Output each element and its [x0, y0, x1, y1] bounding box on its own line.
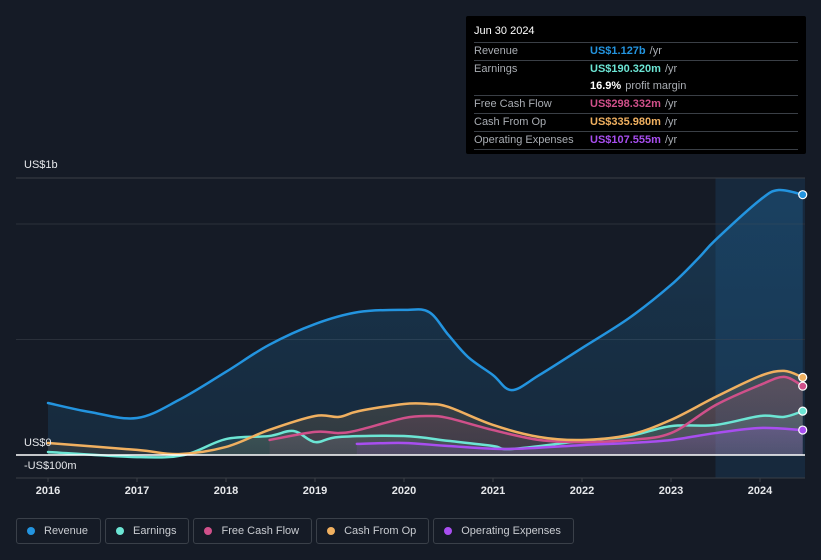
legend-dot-icon	[27, 527, 35, 535]
tooltip-value: US$1.127b	[590, 45, 646, 57]
tooltip-value: US$298.332m	[590, 98, 661, 110]
x-tick-label: 2018	[213, 485, 239, 497]
line-free-cash-flow	[268, 375, 804, 444]
x-tick-label: 2020	[391, 485, 417, 497]
y-tick-label: US$1b	[24, 159, 58, 171]
legend-item-free-cash-flow[interactable]: Free Cash Flow	[193, 518, 313, 544]
tooltip-row-free-cash-flow: Free Cash Flow US$298.332m /yr	[474, 96, 798, 114]
legend-dot-icon	[327, 527, 336, 535]
tooltip-label: Cash From Op	[474, 116, 547, 128]
tooltip-value: US$335.980m	[590, 116, 661, 128]
tooltip-row-cash-from-op: Cash From Op US$335.980m /yr	[474, 114, 798, 132]
line-earnings	[46, 409, 804, 459]
tooltip-unit: /yr	[664, 134, 678, 146]
legend-item-revenue[interactable]: Revenue	[16, 518, 102, 544]
x-tick-label: 2019	[302, 485, 328, 497]
area-cash-from-op	[48, 370, 803, 455]
tooltip-value: US$190.320m	[590, 63, 661, 75]
tooltip-label: Free Cash Flow	[474, 98, 552, 110]
x-tick-label: 2024	[747, 485, 773, 497]
y-tick-label: -US$100m	[24, 460, 77, 472]
line-operating-expenses	[355, 426, 804, 451]
legend-label: Free Cash Flow	[221, 525, 300, 537]
endpoint-earnings	[798, 406, 808, 416]
tooltip-label	[474, 78, 590, 95]
x-tick-label: 2016	[35, 485, 61, 497]
series-lines	[46, 188, 804, 459]
y-tick-label: US$0	[24, 437, 52, 449]
tooltip-unit: /yr	[664, 63, 678, 75]
chart-legend: Revenue Earnings Free Cash Flow Cash Fro…	[16, 518, 574, 544]
tooltip-unit: /yr	[649, 45, 662, 57]
tooltip-row-revenue: Revenue US$1.127b /yr	[474, 43, 798, 61]
profit-margin-value: 16.9%	[590, 80, 622, 92]
legend-item-cash-from-op[interactable]: Cash From Op	[316, 518, 430, 544]
x-tick-label: 2021	[480, 485, 506, 497]
legend-item-earnings[interactable]: Earnings	[105, 518, 190, 544]
legend-label: Cash From Op	[344, 525, 417, 537]
x-tick-label: 2023	[658, 485, 684, 497]
legend-dot-icon	[204, 527, 213, 535]
legend-dot-icon	[116, 527, 125, 535]
legend-label: Revenue	[44, 525, 89, 537]
series-endpoints	[798, 190, 808, 435]
x-tick-label: 2017	[124, 485, 150, 497]
tooltip-value: US$107.555m	[590, 134, 661, 146]
endpoint-revenue	[798, 190, 808, 200]
tooltip-unit: /yr	[664, 98, 678, 110]
legend-label: Operating Expenses	[461, 525, 561, 537]
tooltip-row-earnings: Earnings US$190.320m /yr	[474, 61, 798, 78]
endpoint-operating-expenses	[798, 425, 808, 435]
tooltip-label: Operating Expenses	[474, 134, 574, 146]
x-ticks	[47, 478, 761, 482]
tooltip-row-operating-expenses: Operating Expenses US$107.555m /yr	[474, 132, 798, 150]
legend-item-operating-expenses[interactable]: Operating Expenses	[433, 518, 574, 544]
tooltip-row-profit-margin: 16.9% profit margin	[474, 78, 798, 96]
tooltip-label: Earnings	[474, 63, 518, 75]
x-tick-label: 2022	[569, 485, 595, 497]
tooltip-unit: /yr	[664, 116, 678, 128]
tooltip-label: Revenue	[474, 45, 519, 57]
profit-margin-label: profit margin	[625, 80, 687, 92]
line-revenue	[46, 188, 804, 420]
area-revenue	[48, 189, 803, 455]
endpoint-free-cash-flow	[798, 381, 808, 391]
legend-label: Earnings	[133, 525, 177, 537]
line-cash-from-op	[46, 369, 804, 456]
series-areas	[48, 189, 803, 458]
legend-dot-icon	[444, 527, 453, 535]
tooltip-date: Jun 30 2024	[474, 24, 798, 43]
endpoint-cash-from-op	[798, 372, 808, 382]
tooltip-panel: Jun 30 2024 Revenue US$1.127b /yr Earnin…	[466, 16, 806, 154]
